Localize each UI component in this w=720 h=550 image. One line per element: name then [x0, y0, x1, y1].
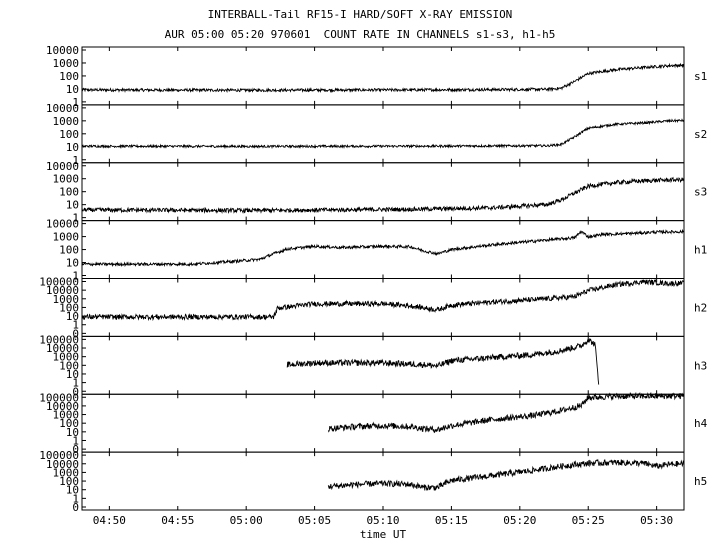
series-line-h4	[327, 391, 685, 434]
series-line-h1	[81, 228, 685, 268]
series-line-s3	[81, 176, 685, 215]
y-tick-label: 1000	[53, 57, 80, 70]
y-tick-label: 100000	[39, 391, 79, 404]
series-line-s1	[81, 62, 685, 94]
y-tick-label: 10000	[46, 44, 79, 57]
x-tick-label: 04:55	[161, 514, 194, 527]
y-tick-label: 10	[66, 257, 79, 270]
y-tick-label: 100000	[39, 333, 79, 346]
y-tick-label: 0	[72, 385, 79, 398]
panel-label-h5: h5	[694, 475, 707, 488]
y-tick-label: 1	[72, 319, 79, 332]
panel-label-s1: s1	[694, 70, 707, 83]
panel-label-h1: h1	[694, 244, 707, 257]
y-tick-label: 10	[66, 426, 79, 439]
y-tick-label: 1000	[53, 293, 80, 306]
y-tick-label: 1000	[53, 409, 80, 422]
y-tick-label: 100000	[39, 276, 79, 289]
y-tick-label: 1	[72, 96, 79, 109]
x-tick-label: 05:20	[503, 514, 536, 527]
y-tick-label: 1	[72, 212, 79, 225]
panel-label-h4: h4	[694, 417, 708, 430]
x-tick-label: 05:00	[230, 514, 263, 527]
panel-frame-s3	[81, 162, 685, 222]
panel-label-h3: h3	[694, 359, 707, 372]
x-tick-label: 04:50	[93, 514, 126, 527]
y-tick-label: 1	[72, 377, 79, 390]
panel-frame-h4	[81, 393, 685, 453]
panel-label-s2: s2	[694, 128, 707, 141]
y-tick-label: 10000	[46, 218, 79, 231]
panel-label-s3: s3	[694, 186, 707, 199]
y-tick-label: 10	[66, 141, 79, 154]
y-tick-label: 1000	[53, 115, 80, 128]
y-tick-label: 1000	[53, 231, 80, 244]
x-tick-label: 05:05	[298, 514, 331, 527]
y-tick-label: 1	[72, 154, 79, 167]
y-tick-label: 100	[59, 417, 79, 430]
y-tick-label: 10000	[46, 400, 79, 413]
y-tick-label: 10000	[46, 342, 79, 355]
chart-subtitle: AUR 05:00 05:20 970601 COUNT RATE IN CHA…	[164, 28, 556, 41]
y-tick-label: 10000	[46, 458, 79, 471]
panel-frame-h5	[81, 451, 685, 511]
y-tick-label: 10000	[46, 284, 79, 297]
y-tick-label: 100000	[39, 449, 79, 462]
y-tick-label: 1000	[53, 466, 80, 479]
x-tick-label: 05:10	[366, 514, 399, 527]
y-tick-label: 10	[66, 484, 79, 497]
y-tick-label: 100	[59, 128, 79, 141]
y-tick-label: 10	[66, 368, 79, 381]
y-tick-label: 100	[59, 301, 79, 314]
y-tick-label: 0	[72, 327, 79, 340]
y-tick-label: 100	[59, 70, 79, 83]
chart-title: INTERBALL-Tail RF15-I HARD/SOFT X-RAY EM…	[207, 8, 513, 21]
y-tick-label: 1000	[53, 351, 80, 364]
y-tick-label: 1000	[53, 173, 80, 186]
panel-frame-h2	[81, 278, 685, 337]
y-tick-label: 100	[59, 475, 79, 488]
x-tick-label: 05:30	[640, 514, 673, 527]
y-tick-label: 100	[59, 244, 79, 257]
y-tick-label: 1	[72, 492, 79, 505]
y-tick-label: 10	[66, 310, 79, 323]
y-tick-label: 0	[72, 443, 79, 456]
y-tick-label: 10	[66, 199, 79, 212]
y-tick-label: 10000	[46, 102, 79, 115]
panel-frame-h1	[81, 220, 685, 279]
panel-label-h2: h2	[694, 301, 707, 314]
y-tick-label: 0	[72, 501, 79, 514]
panel-frame-s1	[81, 46, 685, 106]
y-tick-label: 10000	[46, 160, 79, 173]
series-line-h3	[286, 338, 600, 385]
y-tick-label: 100	[59, 359, 79, 372]
x-tick-label: 05:15	[435, 514, 468, 527]
y-tick-label: 10	[66, 83, 79, 96]
x-axis-label: time UT	[360, 528, 407, 541]
y-tick-label: 1	[72, 270, 79, 283]
y-tick-label: 1	[72, 434, 79, 447]
series-line-s2	[81, 118, 685, 150]
y-tick-label: 100	[59, 186, 79, 199]
series-line-h2	[81, 278, 685, 322]
x-tick-label: 05:25	[572, 514, 605, 527]
series-line-h5	[327, 458, 685, 491]
panel-frame-s2	[81, 104, 685, 164]
